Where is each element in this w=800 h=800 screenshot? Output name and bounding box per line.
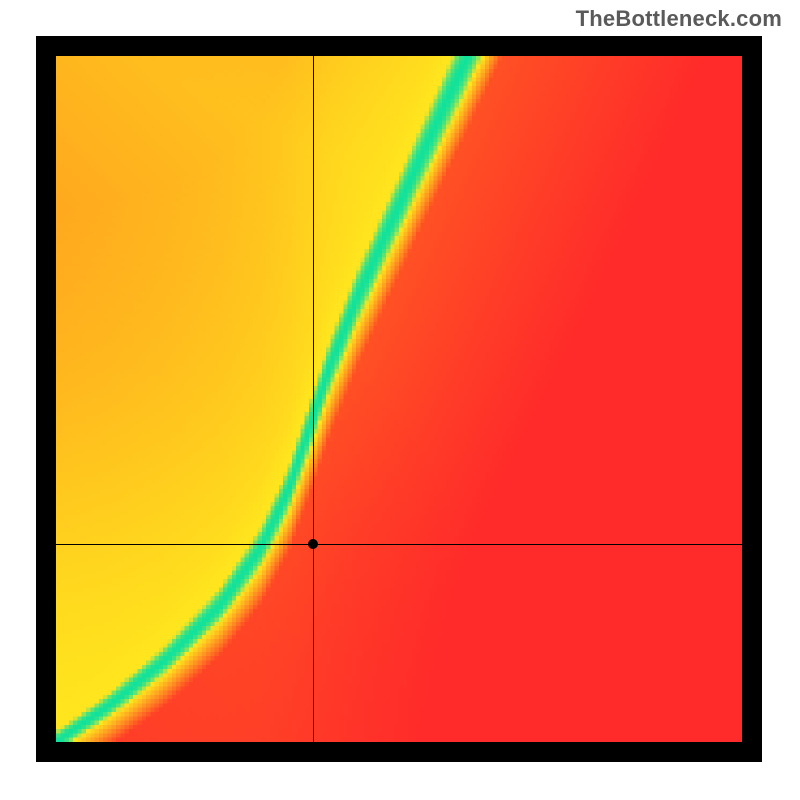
- plot-area: [56, 56, 742, 742]
- crosshair-horizontal-line: [56, 544, 742, 545]
- watermark-text: TheBottleneck.com: [576, 6, 782, 32]
- chart-container: TheBottleneck.com: [0, 0, 800, 800]
- heatmap-canvas: [56, 56, 742, 742]
- crosshair-vertical-line: [313, 56, 314, 742]
